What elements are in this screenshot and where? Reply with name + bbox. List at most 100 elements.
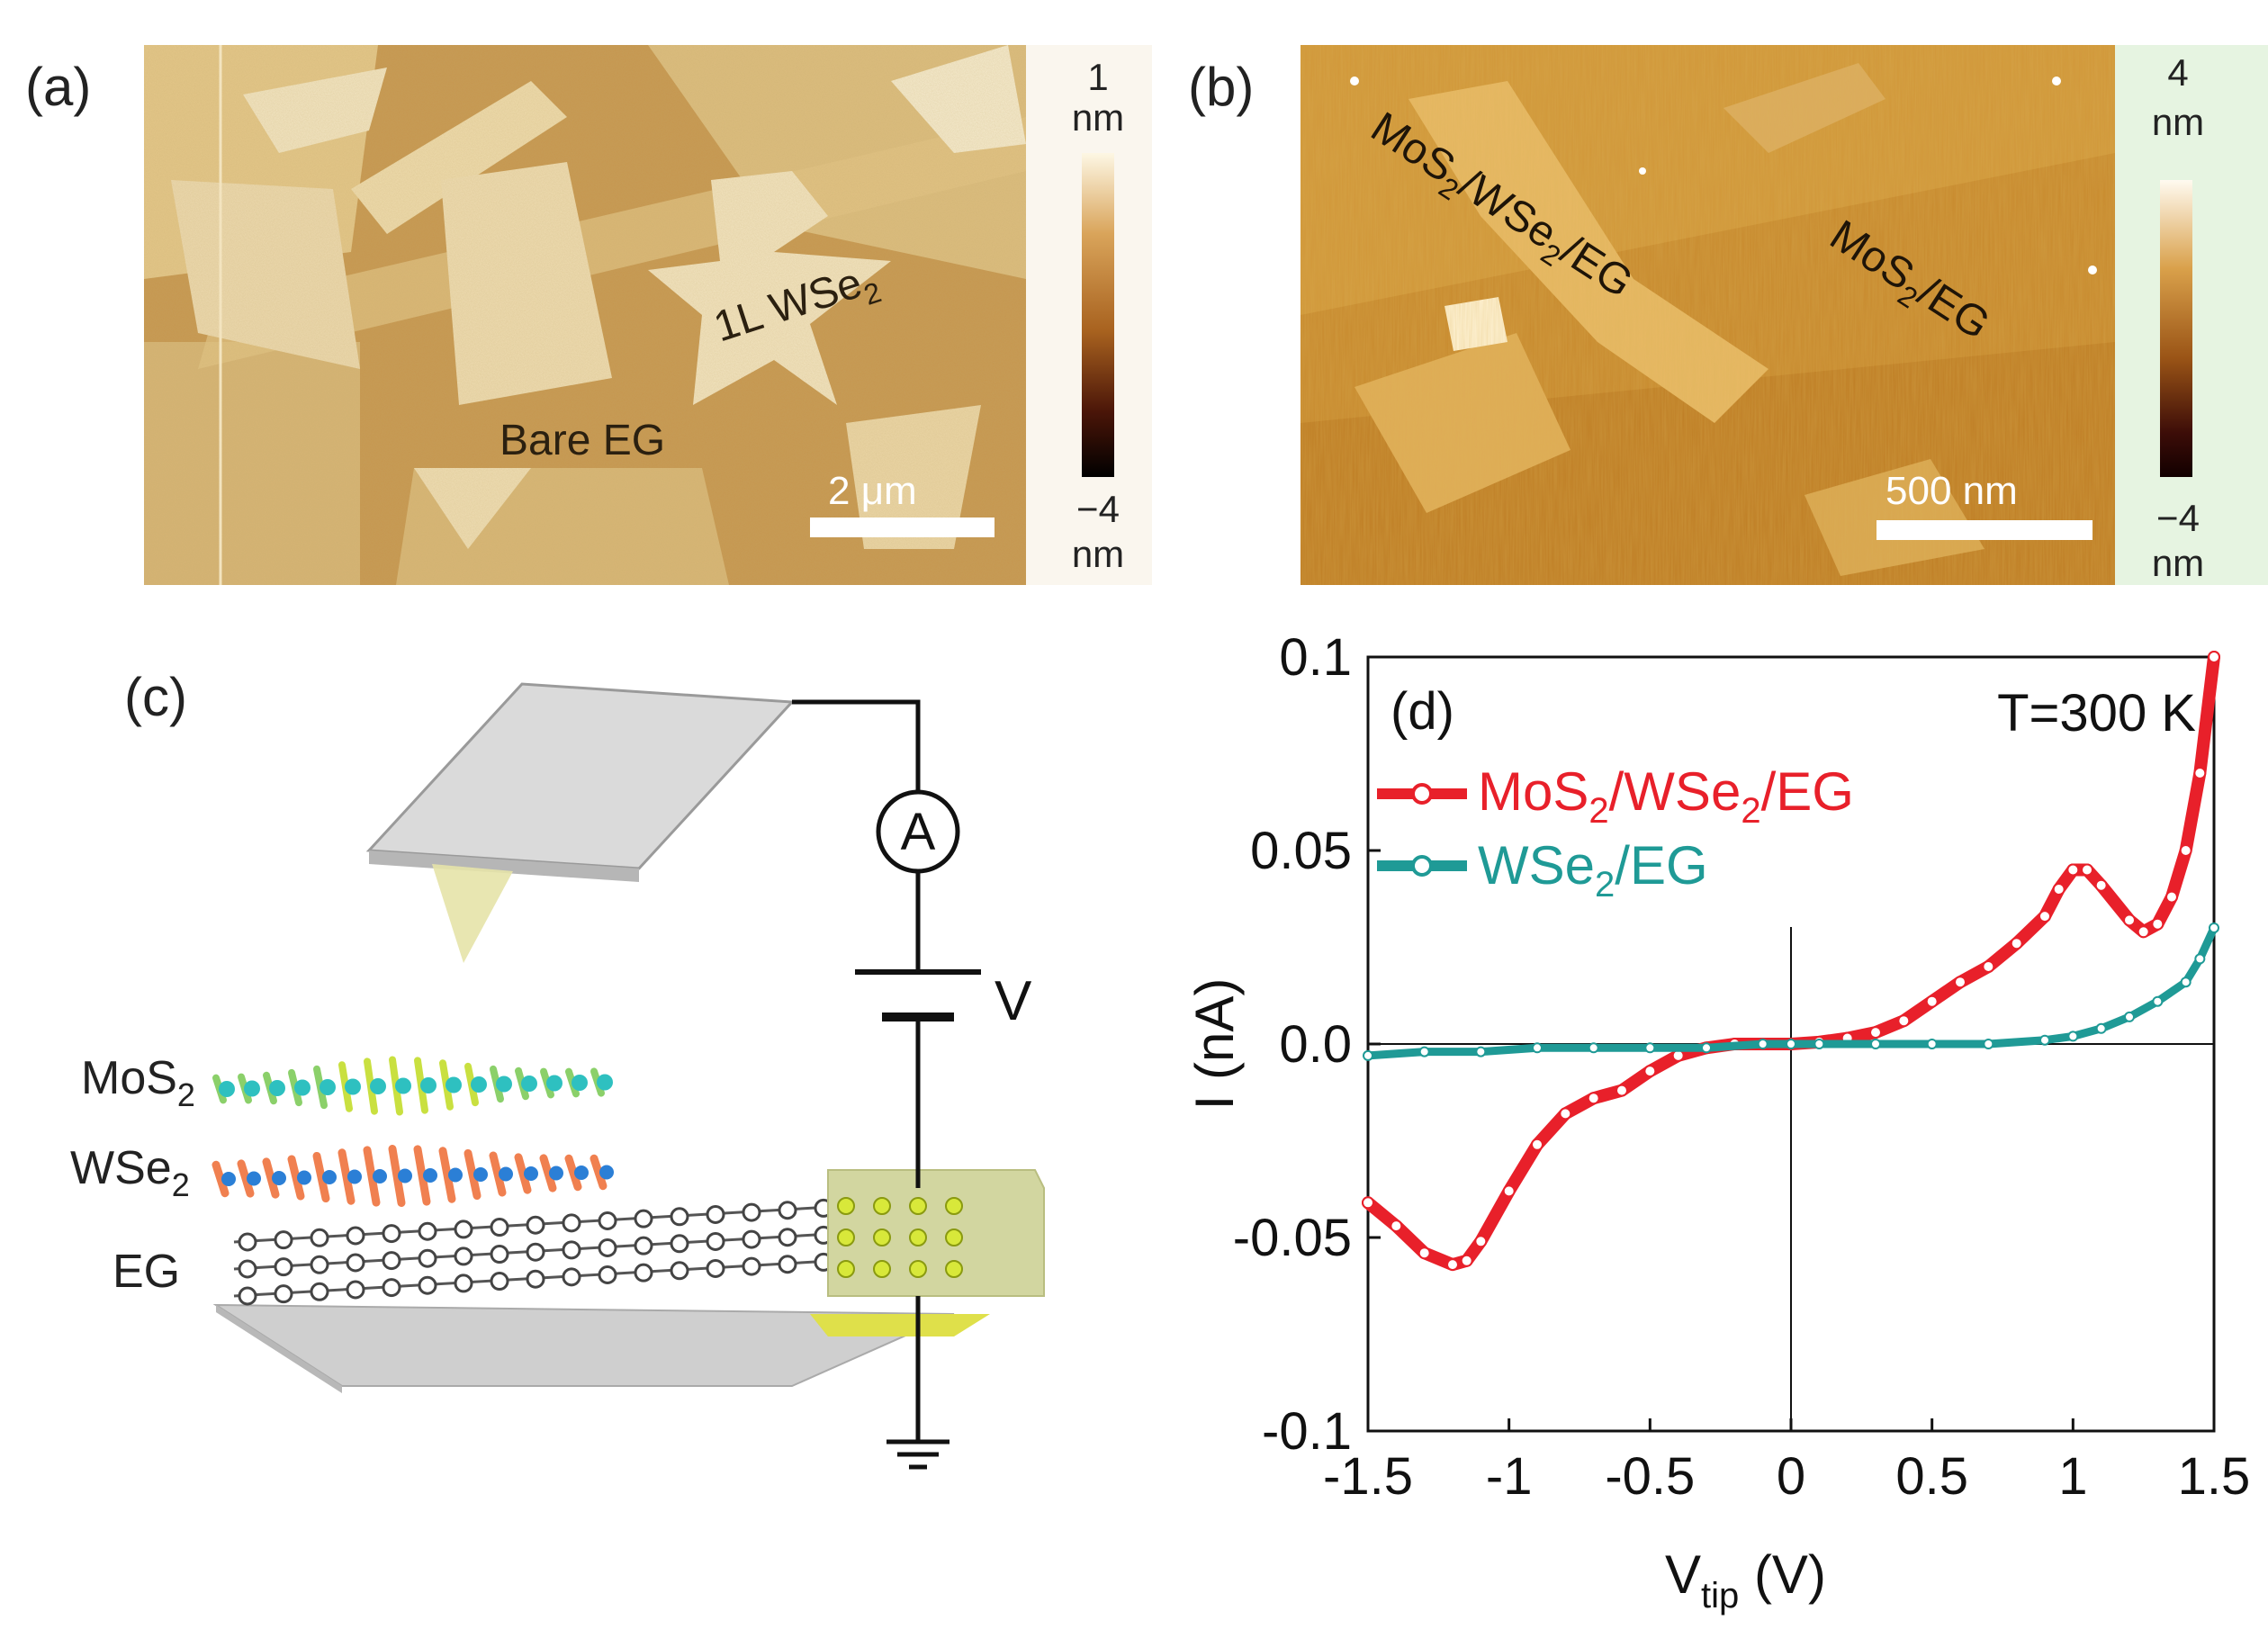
panel-c-schematic: A V MoS2 WSe2 EG — [70, 682, 1045, 1470]
data-point — [2151, 917, 2164, 931]
data-point — [1559, 1107, 1572, 1120]
carbon-atom — [490, 1218, 509, 1238]
data-point — [1446, 1258, 1459, 1272]
data-point — [2038, 910, 2051, 923]
data-point — [2194, 953, 2206, 965]
colorbar-a-max-unit: nm — [1072, 96, 1124, 139]
carbon-atom — [490, 1245, 509, 1264]
carbon-atom — [418, 1248, 437, 1268]
mos2-atom — [496, 1076, 512, 1093]
wse2-atom — [599, 1165, 614, 1180]
substrate-edge — [216, 1305, 342, 1393]
colorbar-a-max: 1 — [1087, 56, 1108, 98]
carbon-atom — [310, 1282, 329, 1301]
data-point — [1757, 1039, 1768, 1049]
carbon-atom — [346, 1253, 365, 1273]
carbon-atom — [382, 1251, 401, 1271]
wse2-bond — [237, 1159, 255, 1198]
colorbar-b — [2160, 180, 2192, 477]
wse2-atom — [423, 1168, 437, 1183]
carbon-atom — [634, 1209, 653, 1228]
colorbar-b-max: 4 — [2167, 51, 2188, 94]
substrate — [212, 1303, 955, 1387]
y-tick-label: -0.05 — [1233, 1209, 1352, 1267]
data-point — [1701, 1042, 1712, 1054]
mos2-atom — [320, 1079, 336, 1095]
ammeter — [876, 789, 960, 874]
data-point — [1502, 1184, 1516, 1198]
mos2-layer — [212, 1056, 613, 1116]
carbon-atom — [526, 1215, 545, 1235]
carbon-atom — [346, 1226, 365, 1246]
carbon-atom — [634, 1263, 653, 1282]
colorbar-a-min: −4 — [1076, 488, 1120, 530]
contact-base — [810, 1314, 990, 1336]
legend-marker — [1411, 855, 1433, 877]
wse2-bond — [262, 1157, 280, 1199]
wse2-bond — [413, 1145, 431, 1206]
x-tick-label: 0.5 — [1895, 1447, 1968, 1506]
mos2-atom — [395, 1077, 411, 1094]
wse2-atom — [448, 1167, 463, 1183]
carbon-atom — [706, 1204, 725, 1224]
wse2-bond — [363, 1146, 381, 1207]
data-point — [1925, 994, 1939, 1008]
afm-grain — [144, 45, 1026, 585]
x-tick-label: -1 — [1486, 1447, 1533, 1506]
y-tick-label: 0.05 — [1250, 822, 1352, 880]
x-tick-label: -1.5 — [1323, 1447, 1413, 1506]
carbon-atom — [526, 1269, 545, 1289]
label-layer-wse2: WSe2 — [70, 1142, 190, 1203]
y-tick-label: 0.1 — [1279, 630, 1352, 687]
data-point — [1474, 1235, 1488, 1248]
mos2-atom — [446, 1076, 462, 1094]
wse2-bond — [338, 1148, 356, 1205]
data-point — [1588, 1042, 1599, 1054]
label-bare-eg: Bare EG — [500, 417, 665, 464]
wse2-atom — [373, 1169, 387, 1184]
carbon-atom — [454, 1274, 473, 1293]
ground-symbol — [886, 1439, 950, 1470]
carbon-atom — [454, 1220, 473, 1239]
data-point — [1983, 1039, 1994, 1049]
circuit-wires — [792, 699, 921, 1440]
chart-layer: -1.5 -1 -0.5 0 0.5 1 1.5 -0.1 -0.05 0.0 0.05 0.1 — [1233, 630, 2251, 1506]
bright-dot — [1350, 76, 1359, 86]
data-point — [1418, 1246, 1431, 1260]
carbon-atom — [274, 1284, 293, 1304]
data-point — [2165, 890, 2178, 904]
carbon-atom — [346, 1280, 365, 1300]
wse2-atom — [221, 1172, 236, 1186]
data-point — [2124, 1011, 2135, 1022]
bright-dot — [2088, 266, 2097, 274]
scalebar-label-b: 500 nm — [1886, 469, 2018, 513]
carbon-atom — [238, 1259, 257, 1279]
x-tick-label: 1.5 — [2178, 1447, 2251, 1506]
data-point — [2193, 767, 2207, 779]
carbon-atom — [238, 1232, 257, 1252]
afm-cantilever — [365, 682, 796, 870]
carbon-atom — [778, 1201, 797, 1220]
contact-atoms — [837, 1197, 963, 1278]
voltage-label: V — [994, 970, 1032, 1032]
panel-a-label: (a) — [25, 57, 92, 117]
mos2-atom — [546, 1075, 562, 1092]
wse2-bond — [564, 1154, 582, 1192]
data-point — [2010, 937, 2023, 950]
mos2-atom — [370, 1078, 386, 1094]
carbon-atom — [778, 1228, 797, 1247]
legend-marker — [1411, 783, 1433, 805]
mos2-atom — [521, 1076, 537, 1092]
data-point — [2066, 863, 2080, 877]
carbon-atom — [418, 1221, 437, 1241]
panel-d-chart: -1.5 -1 -0.5 0 0.5 1 1.5 -0.1 -0.05 0.0 0.05 0.1 (d… — [1184, 630, 2251, 1616]
colorbar-a-min-unit: nm — [1072, 533, 1124, 575]
wse2-atom — [574, 1166, 589, 1180]
data-point — [2081, 863, 2093, 877]
colorbar-b-min: −4 — [2156, 497, 2200, 539]
panel-b-label: (b) — [1188, 57, 1255, 117]
carbon-atom — [706, 1231, 725, 1251]
data-point — [1475, 1046, 1487, 1058]
carbon-atom — [562, 1240, 581, 1260]
wse2-bond — [539, 1154, 557, 1192]
